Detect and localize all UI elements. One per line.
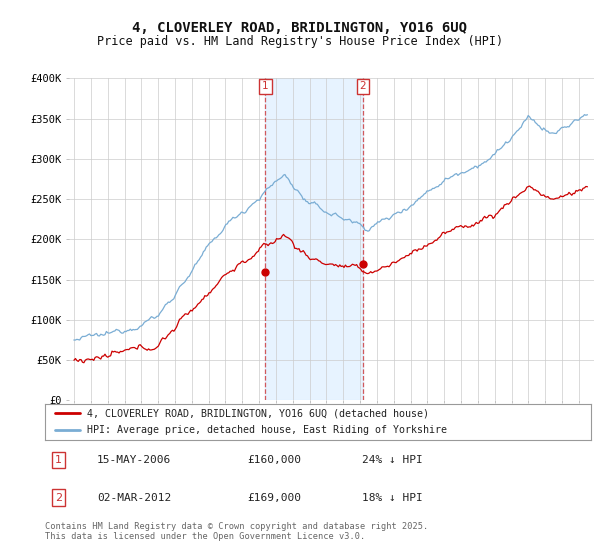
Text: 15-MAY-2006: 15-MAY-2006: [97, 455, 171, 465]
Text: £160,000: £160,000: [247, 455, 301, 465]
Text: 24% ↓ HPI: 24% ↓ HPI: [362, 455, 422, 465]
Text: 18% ↓ HPI: 18% ↓ HPI: [362, 493, 422, 502]
Text: 4, CLOVERLEY ROAD, BRIDLINGTON, YO16 6UQ (detached house): 4, CLOVERLEY ROAD, BRIDLINGTON, YO16 6UQ…: [87, 408, 429, 418]
Text: Contains HM Land Registry data © Crown copyright and database right 2025.
This d: Contains HM Land Registry data © Crown c…: [45, 522, 428, 542]
Text: HPI: Average price, detached house, East Riding of Yorkshire: HPI: Average price, detached house, East…: [87, 426, 447, 436]
Text: 2: 2: [55, 493, 62, 502]
Text: 1: 1: [262, 81, 269, 91]
Text: Price paid vs. HM Land Registry's House Price Index (HPI): Price paid vs. HM Land Registry's House …: [97, 35, 503, 48]
Text: 1: 1: [55, 455, 62, 465]
Bar: [265, 78, 363, 400]
Text: 4, CLOVERLEY ROAD, BRIDLINGTON, YO16 6UQ: 4, CLOVERLEY ROAD, BRIDLINGTON, YO16 6UQ: [133, 21, 467, 35]
Text: £169,000: £169,000: [247, 493, 301, 502]
Text: 02-MAR-2012: 02-MAR-2012: [97, 493, 171, 502]
Text: 2: 2: [359, 81, 366, 91]
